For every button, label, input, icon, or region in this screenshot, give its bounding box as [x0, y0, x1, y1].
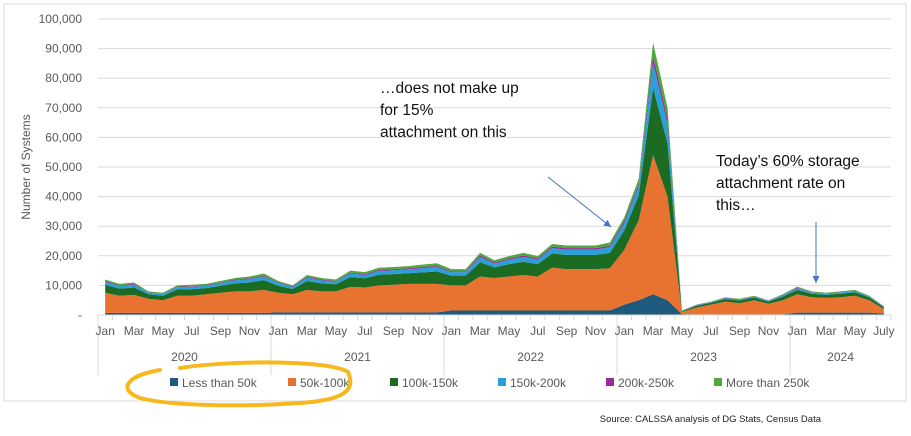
arrowhead-icon	[603, 219, 611, 227]
x-month-label: May	[152, 324, 175, 338]
x-month-label: May	[671, 324, 694, 338]
x-month-label: Jul	[530, 324, 545, 338]
legend-label: More than 250k	[726, 376, 810, 390]
x-month-label: Nov	[412, 324, 433, 338]
area-100k-150k	[105, 87, 884, 313]
highlight-ellipse	[125, 360, 353, 408]
x-month-label: Jul	[357, 324, 372, 338]
y-tick-label: 10,000	[45, 278, 82, 292]
y-tick-label: 50,000	[45, 160, 82, 174]
x-month-label: May	[325, 324, 348, 338]
x-month-label: Jan	[788, 324, 807, 338]
x-month-label: Nov	[585, 324, 606, 338]
x-month-label: Mar	[297, 324, 318, 338]
legend-swatch	[606, 378, 614, 386]
x-year-label: 2020	[171, 350, 198, 364]
x-month-label: Sep	[210, 324, 232, 338]
x-month-label: Jan	[96, 324, 115, 338]
x-month-label: Sep	[383, 324, 405, 338]
x-month-label: July	[873, 324, 894, 338]
x-year-label: 2024	[827, 350, 854, 364]
x-year-label: 2021	[344, 350, 371, 364]
x-month-label: Nov	[758, 324, 779, 338]
x-year-label: 2023	[690, 350, 717, 364]
x-month-label: Mar	[124, 324, 145, 338]
x-month-label: Mar	[643, 324, 664, 338]
y-tick-label: 40,000	[45, 190, 82, 204]
chart-frame	[3, 3, 907, 402]
x-year-label: 2022	[517, 350, 544, 364]
annotation-2024: Today’s 60% storage attachment rate on t…	[716, 153, 860, 214]
x-month-label: Sep	[556, 324, 578, 338]
x-month-label: Jan	[442, 324, 461, 338]
y-tick-label: 90,000	[45, 42, 82, 56]
legend-swatch	[170, 378, 178, 386]
x-month-label: Nov	[239, 324, 260, 338]
x-month-label: May	[498, 324, 521, 338]
legend-label: 150k-200k	[510, 376, 567, 390]
y-tick-label: 20,000	[45, 249, 82, 263]
x-month-label: Jul	[703, 324, 718, 338]
y-axis-title: Number of Systems	[19, 114, 33, 219]
legend-label: 100k-150k	[402, 376, 459, 390]
y-tick-label: -	[78, 308, 82, 322]
y-tick-label: 60,000	[45, 130, 82, 144]
y-tick-label: 100,000	[39, 12, 83, 26]
y-tick-label: 30,000	[45, 219, 82, 233]
x-month-label: Jul	[184, 324, 199, 338]
legend-swatch	[288, 378, 296, 386]
legend-swatch	[390, 378, 398, 386]
annotation-2022: …does not make up for 15% attachment on …	[380, 80, 519, 141]
legend-swatch	[498, 378, 506, 386]
arrowhead-icon	[812, 276, 820, 283]
x-month-label: Sep	[729, 324, 751, 338]
legend-label: 200k-250k	[618, 376, 675, 390]
y-tick-label: 80,000	[45, 71, 82, 85]
legend-label: 50k-100k	[300, 376, 350, 390]
x-month-label: Mar	[816, 324, 837, 338]
area-50k-100k	[105, 155, 884, 315]
x-month-label: Jan	[269, 324, 288, 338]
legend-swatch	[714, 378, 722, 386]
source-note: Source: CALSSA analysis of DG Stats, Cen…	[599, 414, 821, 425]
x-month-label: May	[844, 324, 867, 338]
arrow-line	[547, 176, 612, 228]
y-tick-label: 70,000	[45, 101, 82, 115]
x-month-label: Jan	[615, 324, 634, 338]
legend-label: Less than 50k	[182, 376, 258, 390]
x-month-label: Mar	[470, 324, 491, 338]
